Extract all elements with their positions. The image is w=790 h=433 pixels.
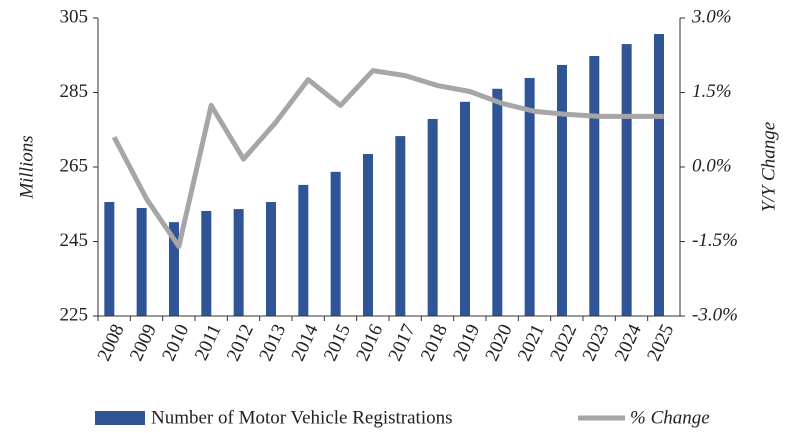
bar [556,64,567,316]
x-tick-label: 2013 [255,321,290,364]
y2-tick-label: 1.5% [692,81,732,102]
x-tick-label: 2017 [385,321,420,364]
legend-label: Number of Motor Vehicle Registrations [151,407,453,428]
x-tick-label: 2015 [320,321,355,364]
bar [104,202,115,316]
x-tick-label: 2024 [611,321,646,365]
y-tick-label: 265 [60,155,89,176]
bar [201,210,212,316]
bar [395,136,406,316]
bar [330,171,341,316]
y-axis-label: Millions [16,135,37,199]
y-tick-label: 245 [60,230,89,251]
bar [459,101,470,316]
x-tick-label: 2014 [288,321,323,365]
y-tick-label: 285 [60,81,89,102]
x-tick-label: 2012 [223,321,258,364]
x-tick-label: 2019 [449,321,484,364]
bar [653,34,664,316]
x-tick-label: 2020 [482,321,517,364]
x-tick-label: 2011 [191,321,226,364]
bar [233,209,244,316]
y2-tick-label: -1.5% [692,230,738,251]
x-tick-label: 2023 [579,321,614,364]
x-tick-label: 2018 [417,321,452,364]
legend-label: % Change [630,407,710,428]
bar [427,118,438,316]
y2-tick-label: -3.0% [692,304,738,325]
y2-tick-label: 0.0% [692,155,732,176]
bar [136,207,147,316]
x-tick-label: 2021 [514,321,549,364]
x-tick-label: 2016 [352,321,387,364]
line [111,68,664,249]
bar [589,55,600,317]
x-tick-label: 2008 [94,321,129,364]
x-tick-label: 2025 [643,321,678,364]
bar [621,44,632,316]
bar [524,77,535,316]
x-tick-label: 2022 [546,321,581,364]
y-tick-label: 225 [60,304,89,325]
bar [168,222,179,316]
y2-tick-label: 3.0% [691,6,732,27]
x-tick-label: 2010 [158,321,193,364]
y2-axis-label: Y/Y Change [758,122,779,212]
x-tick-label: 2009 [126,321,161,364]
bar [492,88,503,317]
bar [298,184,309,316]
bar [265,202,276,316]
legend-swatch [95,411,145,425]
y-tick-label: 305 [60,6,89,27]
bar [362,153,373,316]
